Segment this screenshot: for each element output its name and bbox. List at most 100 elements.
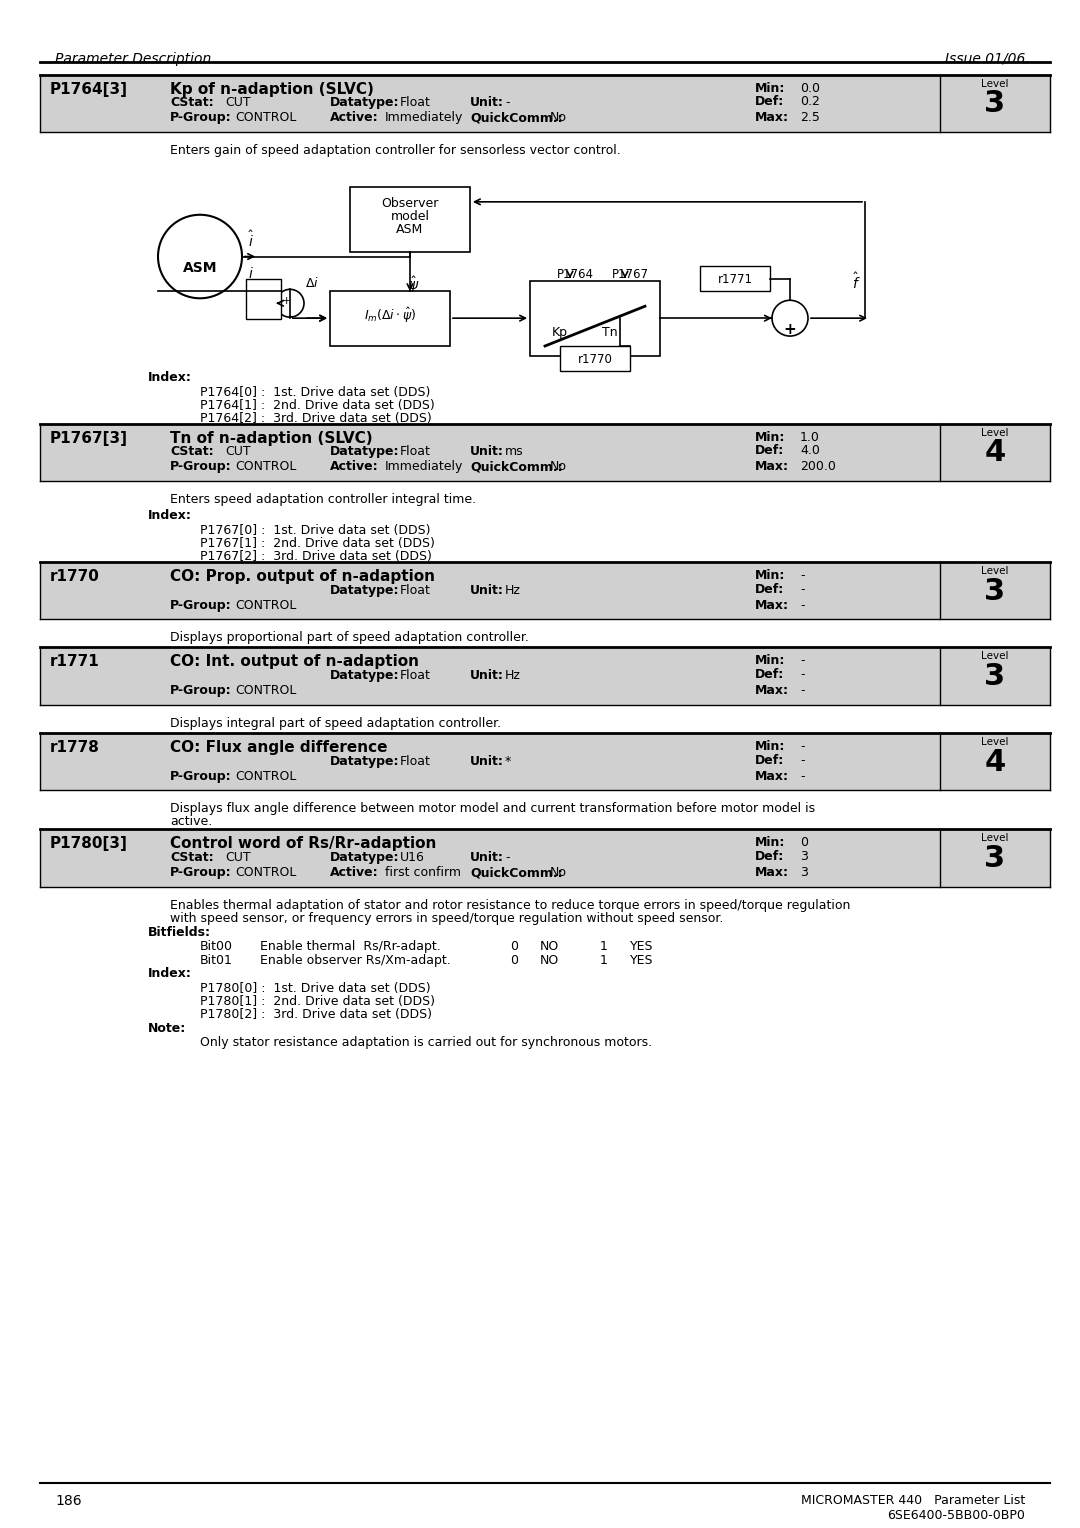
Text: r1770: r1770 — [50, 568, 99, 584]
Text: Min:: Min: — [755, 836, 785, 850]
Text: Tn: Tn — [602, 325, 618, 339]
Text: Max:: Max: — [755, 460, 789, 474]
Text: Level: Level — [982, 736, 1009, 747]
Text: Datatype:: Datatype: — [330, 96, 400, 110]
Text: 0.2: 0.2 — [800, 95, 820, 108]
Text: CONTROL: CONTROL — [235, 685, 296, 697]
Text: CO: Int. output of n-adaption: CO: Int. output of n-adaption — [170, 654, 419, 669]
Text: Max:: Max: — [755, 685, 789, 697]
Text: P-Group:: P-Group: — [170, 866, 231, 879]
Text: 1: 1 — [600, 940, 608, 952]
Text: first confirm: first confirm — [384, 866, 461, 879]
Text: YES: YES — [630, 953, 653, 967]
Text: P-Group:: P-Group: — [170, 685, 231, 697]
Text: 3: 3 — [985, 90, 1005, 119]
Text: 4: 4 — [984, 747, 1005, 776]
Text: Unit:: Unit: — [470, 446, 504, 458]
Text: Control word of Rs/Rr-adaption: Control word of Rs/Rr-adaption — [170, 836, 436, 851]
Text: CUT: CUT — [225, 851, 251, 865]
Text: -: - — [505, 851, 510, 865]
Text: r1778: r1778 — [50, 740, 99, 755]
Bar — [350, 186, 470, 252]
Text: Datatype:: Datatype: — [330, 669, 400, 681]
Text: 3: 3 — [985, 843, 1005, 872]
Text: P1767[1] :  2nd. Drive data set (DDS): P1767[1] : 2nd. Drive data set (DDS) — [200, 536, 435, 550]
Text: with speed sensor, or frequency errors in speed/torque regulation without speed : with speed sensor, or frequency errors i… — [170, 912, 724, 924]
Text: Float: Float — [400, 755, 431, 767]
Text: Level: Level — [982, 651, 1009, 662]
Text: Bit01: Bit01 — [200, 953, 233, 967]
Text: P1780[3]: P1780[3] — [50, 836, 127, 851]
Bar — [700, 266, 770, 292]
Text: $\hat{\psi}$: $\hat{\psi}$ — [408, 275, 419, 295]
Text: P1780[0] :  1st. Drive data set (DDS): P1780[0] : 1st. Drive data set (DDS) — [200, 983, 431, 995]
Text: Max:: Max: — [755, 599, 789, 611]
Text: r1770: r1770 — [578, 353, 612, 367]
Text: r1771: r1771 — [717, 274, 753, 286]
Text: $\hat{f}$: $\hat{f}$ — [852, 272, 861, 292]
Text: CONTROL: CONTROL — [235, 112, 296, 124]
Text: P1767[3]: P1767[3] — [50, 431, 129, 446]
Text: Hz: Hz — [505, 584, 521, 596]
Text: *: * — [505, 755, 511, 767]
Text: Def:: Def: — [755, 95, 784, 108]
Text: Displays proportional part of speed adaptation controller.: Displays proportional part of speed adap… — [170, 631, 529, 645]
Text: Kp: Kp — [552, 325, 568, 339]
Text: Max:: Max: — [755, 112, 789, 124]
Text: 0: 0 — [800, 836, 808, 850]
Text: CUT: CUT — [225, 446, 251, 458]
Text: Float: Float — [400, 446, 431, 458]
Bar — [530, 281, 660, 356]
Text: CO: Flux angle difference: CO: Flux angle difference — [170, 740, 388, 755]
Text: No: No — [550, 460, 567, 474]
Text: Enters gain of speed adaptation controller for sensorless vector control.: Enters gain of speed adaptation controll… — [170, 144, 621, 157]
Text: $i$: $i$ — [248, 266, 254, 281]
Text: Min:: Min: — [755, 654, 785, 668]
Text: P1764[1] :  2nd. Drive data set (DDS): P1764[1] : 2nd. Drive data set (DDS) — [200, 399, 435, 411]
Text: Issue 01/06: Issue 01/06 — [945, 52, 1025, 66]
Text: +: + — [784, 322, 796, 338]
Text: Active:: Active: — [330, 866, 379, 879]
Text: Enters speed adaptation controller integral time.: Enters speed adaptation controller integ… — [170, 494, 476, 506]
Text: CStat:: CStat: — [170, 96, 214, 110]
Text: r1771: r1771 — [50, 654, 99, 669]
Bar — [246, 280, 281, 319]
Text: Enable observer Rs/Xm-adapt.: Enable observer Rs/Xm-adapt. — [260, 953, 450, 967]
Text: Unit:: Unit: — [470, 584, 504, 596]
Text: active.: active. — [170, 816, 213, 828]
Text: Immediately: Immediately — [384, 112, 463, 124]
Text: 4: 4 — [984, 439, 1005, 468]
Text: -: - — [800, 582, 805, 596]
Text: CO: Prop. output of n-adaption: CO: Prop. output of n-adaption — [170, 568, 435, 584]
Text: P1767: P1767 — [612, 269, 649, 281]
Text: Min:: Min: — [755, 740, 785, 753]
Text: Datatype:: Datatype: — [330, 755, 400, 767]
Text: CONTROL: CONTROL — [235, 866, 296, 879]
Text: CONTROL: CONTROL — [235, 599, 296, 611]
Text: Level: Level — [982, 833, 1009, 843]
Text: CStat:: CStat: — [170, 446, 214, 458]
Text: $I_m(\Delta i \cdot \hat{\psi})$: $I_m(\Delta i \cdot \hat{\psi})$ — [364, 306, 416, 325]
Text: P1764[3]: P1764[3] — [50, 81, 129, 96]
Text: Unit:: Unit: — [470, 851, 504, 865]
Bar — [330, 292, 450, 345]
Text: 3: 3 — [800, 866, 808, 879]
Text: Bitfields:: Bitfields: — [148, 926, 211, 938]
Bar — [40, 423, 1050, 481]
Text: Enable thermal  Rs/Rr-adapt.: Enable thermal Rs/Rr-adapt. — [260, 940, 441, 952]
Text: Level: Level — [982, 428, 1009, 437]
Text: Float: Float — [400, 96, 431, 110]
Text: -: - — [800, 753, 805, 767]
Text: P1764[2] :  3rd. Drive data set (DDS): P1764[2] : 3rd. Drive data set (DDS) — [200, 411, 432, 425]
Bar — [40, 648, 1050, 704]
Bar — [40, 75, 1050, 133]
Text: Min:: Min: — [755, 431, 785, 443]
Text: Bit00: Bit00 — [200, 940, 233, 952]
Text: 1.0: 1.0 — [800, 431, 820, 443]
Text: Unit:: Unit: — [470, 755, 504, 767]
Text: No: No — [550, 112, 567, 124]
Text: CONTROL: CONTROL — [235, 770, 296, 782]
Text: 4.0: 4.0 — [800, 445, 820, 457]
Text: -: - — [287, 307, 293, 325]
Text: Index:: Index: — [148, 371, 192, 384]
